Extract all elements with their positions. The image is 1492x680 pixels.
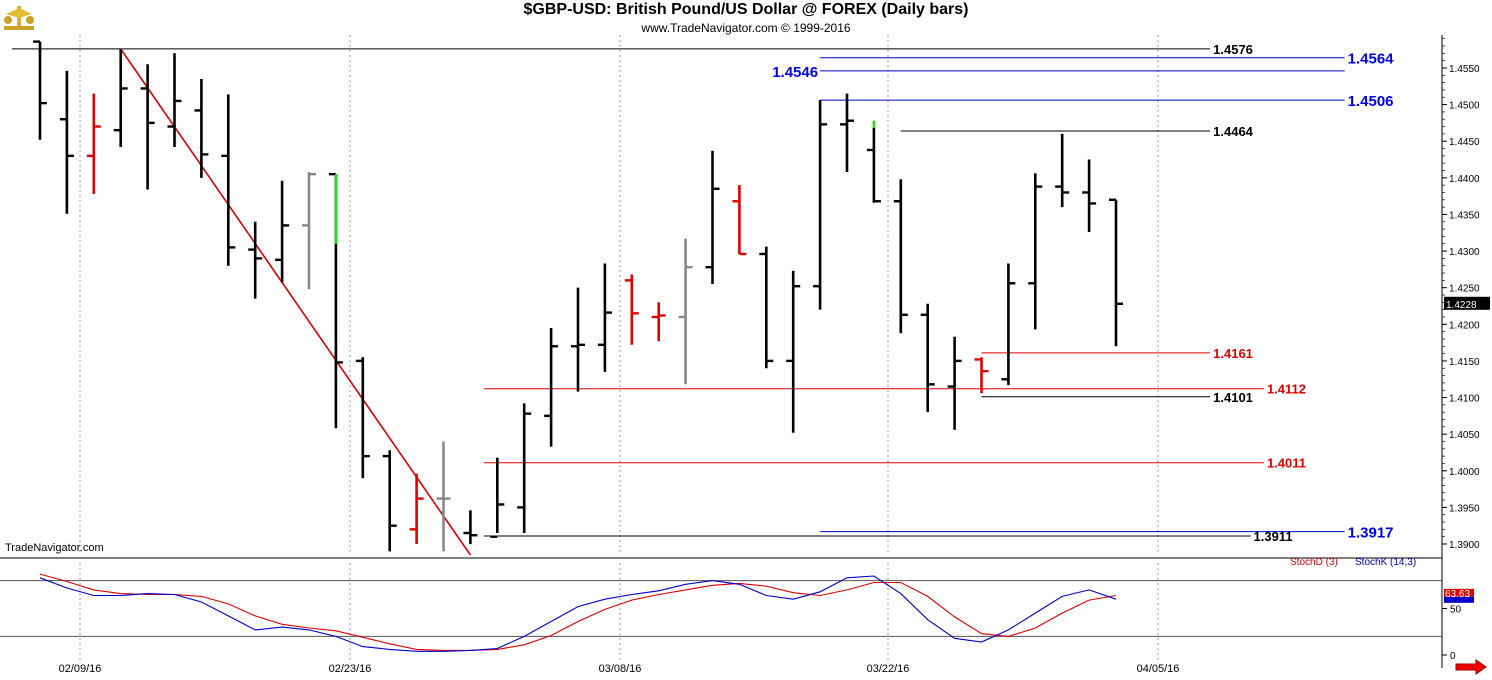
level-lines-layer: 1.4576 1.4564 1.4546 1.4506 1.4464 1.4161 1.41… — [12, 42, 1394, 544]
y-tick-label: 1.4150 — [1449, 357, 1480, 368]
ohlc-bar — [382, 450, 397, 552]
ohlc-bar — [786, 270, 801, 433]
ohlc-bar — [302, 171, 316, 290]
y-tick-label: 1.4550 — [1449, 64, 1480, 75]
x-tick-label: 02/23/16 — [329, 663, 372, 675]
level-label: 1.3917 — [1348, 525, 1394, 542]
level-label: 1.4112 — [1267, 382, 1306, 397]
scroll-right-arrow-icon[interactable] — [1454, 659, 1488, 680]
y-tick-label: 1.4050 — [1449, 430, 1480, 441]
ohlc-bar — [140, 64, 155, 190]
y-tick-label: 1.3900 — [1449, 540, 1480, 551]
ohlc-bar — [1001, 263, 1016, 386]
watermark-text: TradeNavigator.com — [5, 542, 104, 554]
x-tick-label: 02/09/16 — [59, 663, 102, 675]
stochK-legend: StochK (14,3) — [1355, 557, 1416, 568]
trendline-layer — [120, 48, 472, 556]
stoch-tick-label: 50 — [1450, 605, 1462, 616]
price-bars-layer — [33, 40, 1123, 552]
stochK-line — [39, 575, 1117, 652]
ohlc-bar — [1109, 198, 1123, 347]
last-price-box — [1444, 296, 1490, 310]
ohlc-bar — [866, 120, 881, 203]
level-label: 1.4011 — [1267, 456, 1306, 471]
stoch-value-box-d — [1444, 588, 1474, 597]
y-tick-label: 1.4400 — [1449, 174, 1480, 185]
y-tick-label: 1.3950 — [1449, 503, 1480, 514]
ohlc-bar — [167, 53, 182, 148]
y-tick-label: 1.4100 — [1449, 394, 1480, 405]
ohlc-bar — [544, 327, 559, 447]
y-tick-label: 1.4200 — [1449, 320, 1480, 331]
ohlc-bar — [221, 94, 236, 266]
trendline — [120, 48, 472, 556]
ohlc-bar — [1028, 173, 1043, 330]
y-tick-label: 1.4450 — [1449, 137, 1480, 148]
ohlc-bar — [759, 246, 774, 369]
ohlc-bar — [597, 263, 612, 372]
ohlc-bar — [571, 287, 585, 392]
ohlc-bar — [248, 221, 263, 299]
ohlc-bar — [355, 357, 370, 479]
x-tick-label: 03/22/16 — [867, 663, 910, 675]
ohlc-bar — [86, 93, 101, 194]
ohlc-bar — [732, 185, 747, 256]
ohlc-bar — [194, 78, 209, 178]
ohlc-bar — [1055, 133, 1070, 208]
y-tick-label: 1.4250 — [1449, 284, 1480, 295]
ohlc-bar — [436, 441, 451, 552]
ohlc-bar — [920, 303, 935, 413]
stoch-value-box-k — [1444, 596, 1474, 603]
ohlc-bar — [705, 150, 720, 285]
level-label: 1.4464 — [1213, 124, 1254, 139]
stochD-line — [39, 573, 1117, 651]
stochastic-panel: 50 0 StochD (3) StochK (14,3) 63.63 — [0, 557, 1474, 662]
ohlc-bar — [33, 40, 47, 140]
level-label: 1.4506 — [1348, 93, 1394, 110]
level-label: 1.4564 — [1348, 51, 1395, 68]
ohlc-bar — [624, 274, 639, 345]
ohlc-bar — [59, 70, 74, 214]
level-label: 1.4101 — [1213, 390, 1253, 405]
trade-navigator-logo-icon — [2, 2, 36, 37]
ohlc-bar — [1082, 159, 1097, 233]
ohlc-bar — [463, 510, 478, 545]
ohlc-bar — [275, 180, 290, 283]
ohlc-bar — [947, 336, 962, 430]
chart-subtitle: www.TradeNavigator.com © 1999-2016 — [641, 21, 851, 35]
ohlc-bar — [651, 302, 666, 342]
chart-title: $GBP-USD: British Pound/US Dollar @ FORE… — [523, 1, 969, 18]
ohlc-bar — [409, 473, 424, 545]
ohlc-bar — [517, 403, 532, 534]
ohlc-bar — [840, 93, 854, 172]
ohlc-bar — [113, 48, 128, 148]
ohlc-bar — [974, 357, 989, 394]
x-tick-label: 03/08/16 — [599, 663, 642, 675]
y-tick-label: 1.4500 — [1449, 101, 1480, 112]
stoch-tick-label: 0 — [1450, 651, 1456, 662]
level-label: 1.4576 — [1213, 42, 1253, 57]
x-tick-label: 04/05/16 — [1137, 663, 1180, 675]
price-axis-layer: 02/09/16 02/23/16 03/08/16 03/22/16 04/05/16… — [0, 35, 1490, 675]
ohlc-bar — [328, 172, 343, 429]
grid-layer — [79, 35, 1159, 663]
stoch-value-label: 63.63 — [1445, 589, 1470, 600]
level-label: 1.4546 — [772, 64, 818, 81]
ohlc-bar — [678, 238, 693, 385]
y-tick-label: 1.4300 — [1449, 247, 1480, 258]
ohlc-bar — [490, 457, 505, 538]
level-label: 1.3911 — [1254, 529, 1293, 544]
stochD-legend: StochD (3) — [1290, 557, 1338, 568]
ohlc-bar — [893, 179, 908, 334]
y-tick-label: 1.4000 — [1449, 467, 1480, 478]
ohlc-bar — [813, 100, 828, 310]
last-price-label: 1.4228 — [1446, 300, 1477, 311]
y-tick-label: 1.4350 — [1449, 210, 1480, 221]
level-label: 1.4161 — [1213, 346, 1253, 361]
